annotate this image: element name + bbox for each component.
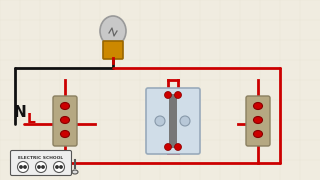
Ellipse shape — [72, 170, 78, 174]
Ellipse shape — [253, 102, 262, 109]
Ellipse shape — [253, 116, 262, 123]
Bar — [169, 94, 177, 148]
Circle shape — [164, 91, 172, 98]
Text: L: L — [27, 112, 36, 126]
Circle shape — [164, 143, 172, 150]
Circle shape — [36, 161, 46, 172]
Circle shape — [56, 166, 58, 168]
Text: N: N — [14, 105, 27, 120]
Circle shape — [24, 166, 26, 168]
Circle shape — [60, 166, 62, 168]
FancyBboxPatch shape — [103, 41, 123, 59]
Text: ELECTRIC SCHOOL: ELECTRIC SCHOOL — [19, 156, 64, 160]
Circle shape — [180, 116, 190, 126]
Ellipse shape — [60, 116, 69, 123]
Circle shape — [18, 161, 28, 172]
Circle shape — [42, 166, 44, 168]
Circle shape — [38, 166, 40, 168]
Circle shape — [174, 91, 181, 98]
Ellipse shape — [60, 130, 69, 138]
FancyBboxPatch shape — [246, 96, 270, 146]
Ellipse shape — [253, 130, 262, 138]
Ellipse shape — [60, 102, 69, 109]
Circle shape — [174, 143, 181, 150]
Ellipse shape — [100, 16, 126, 46]
Circle shape — [155, 116, 165, 126]
Circle shape — [53, 161, 65, 172]
FancyBboxPatch shape — [53, 96, 77, 146]
FancyBboxPatch shape — [146, 88, 200, 154]
FancyBboxPatch shape — [11, 150, 71, 176]
Circle shape — [20, 166, 22, 168]
